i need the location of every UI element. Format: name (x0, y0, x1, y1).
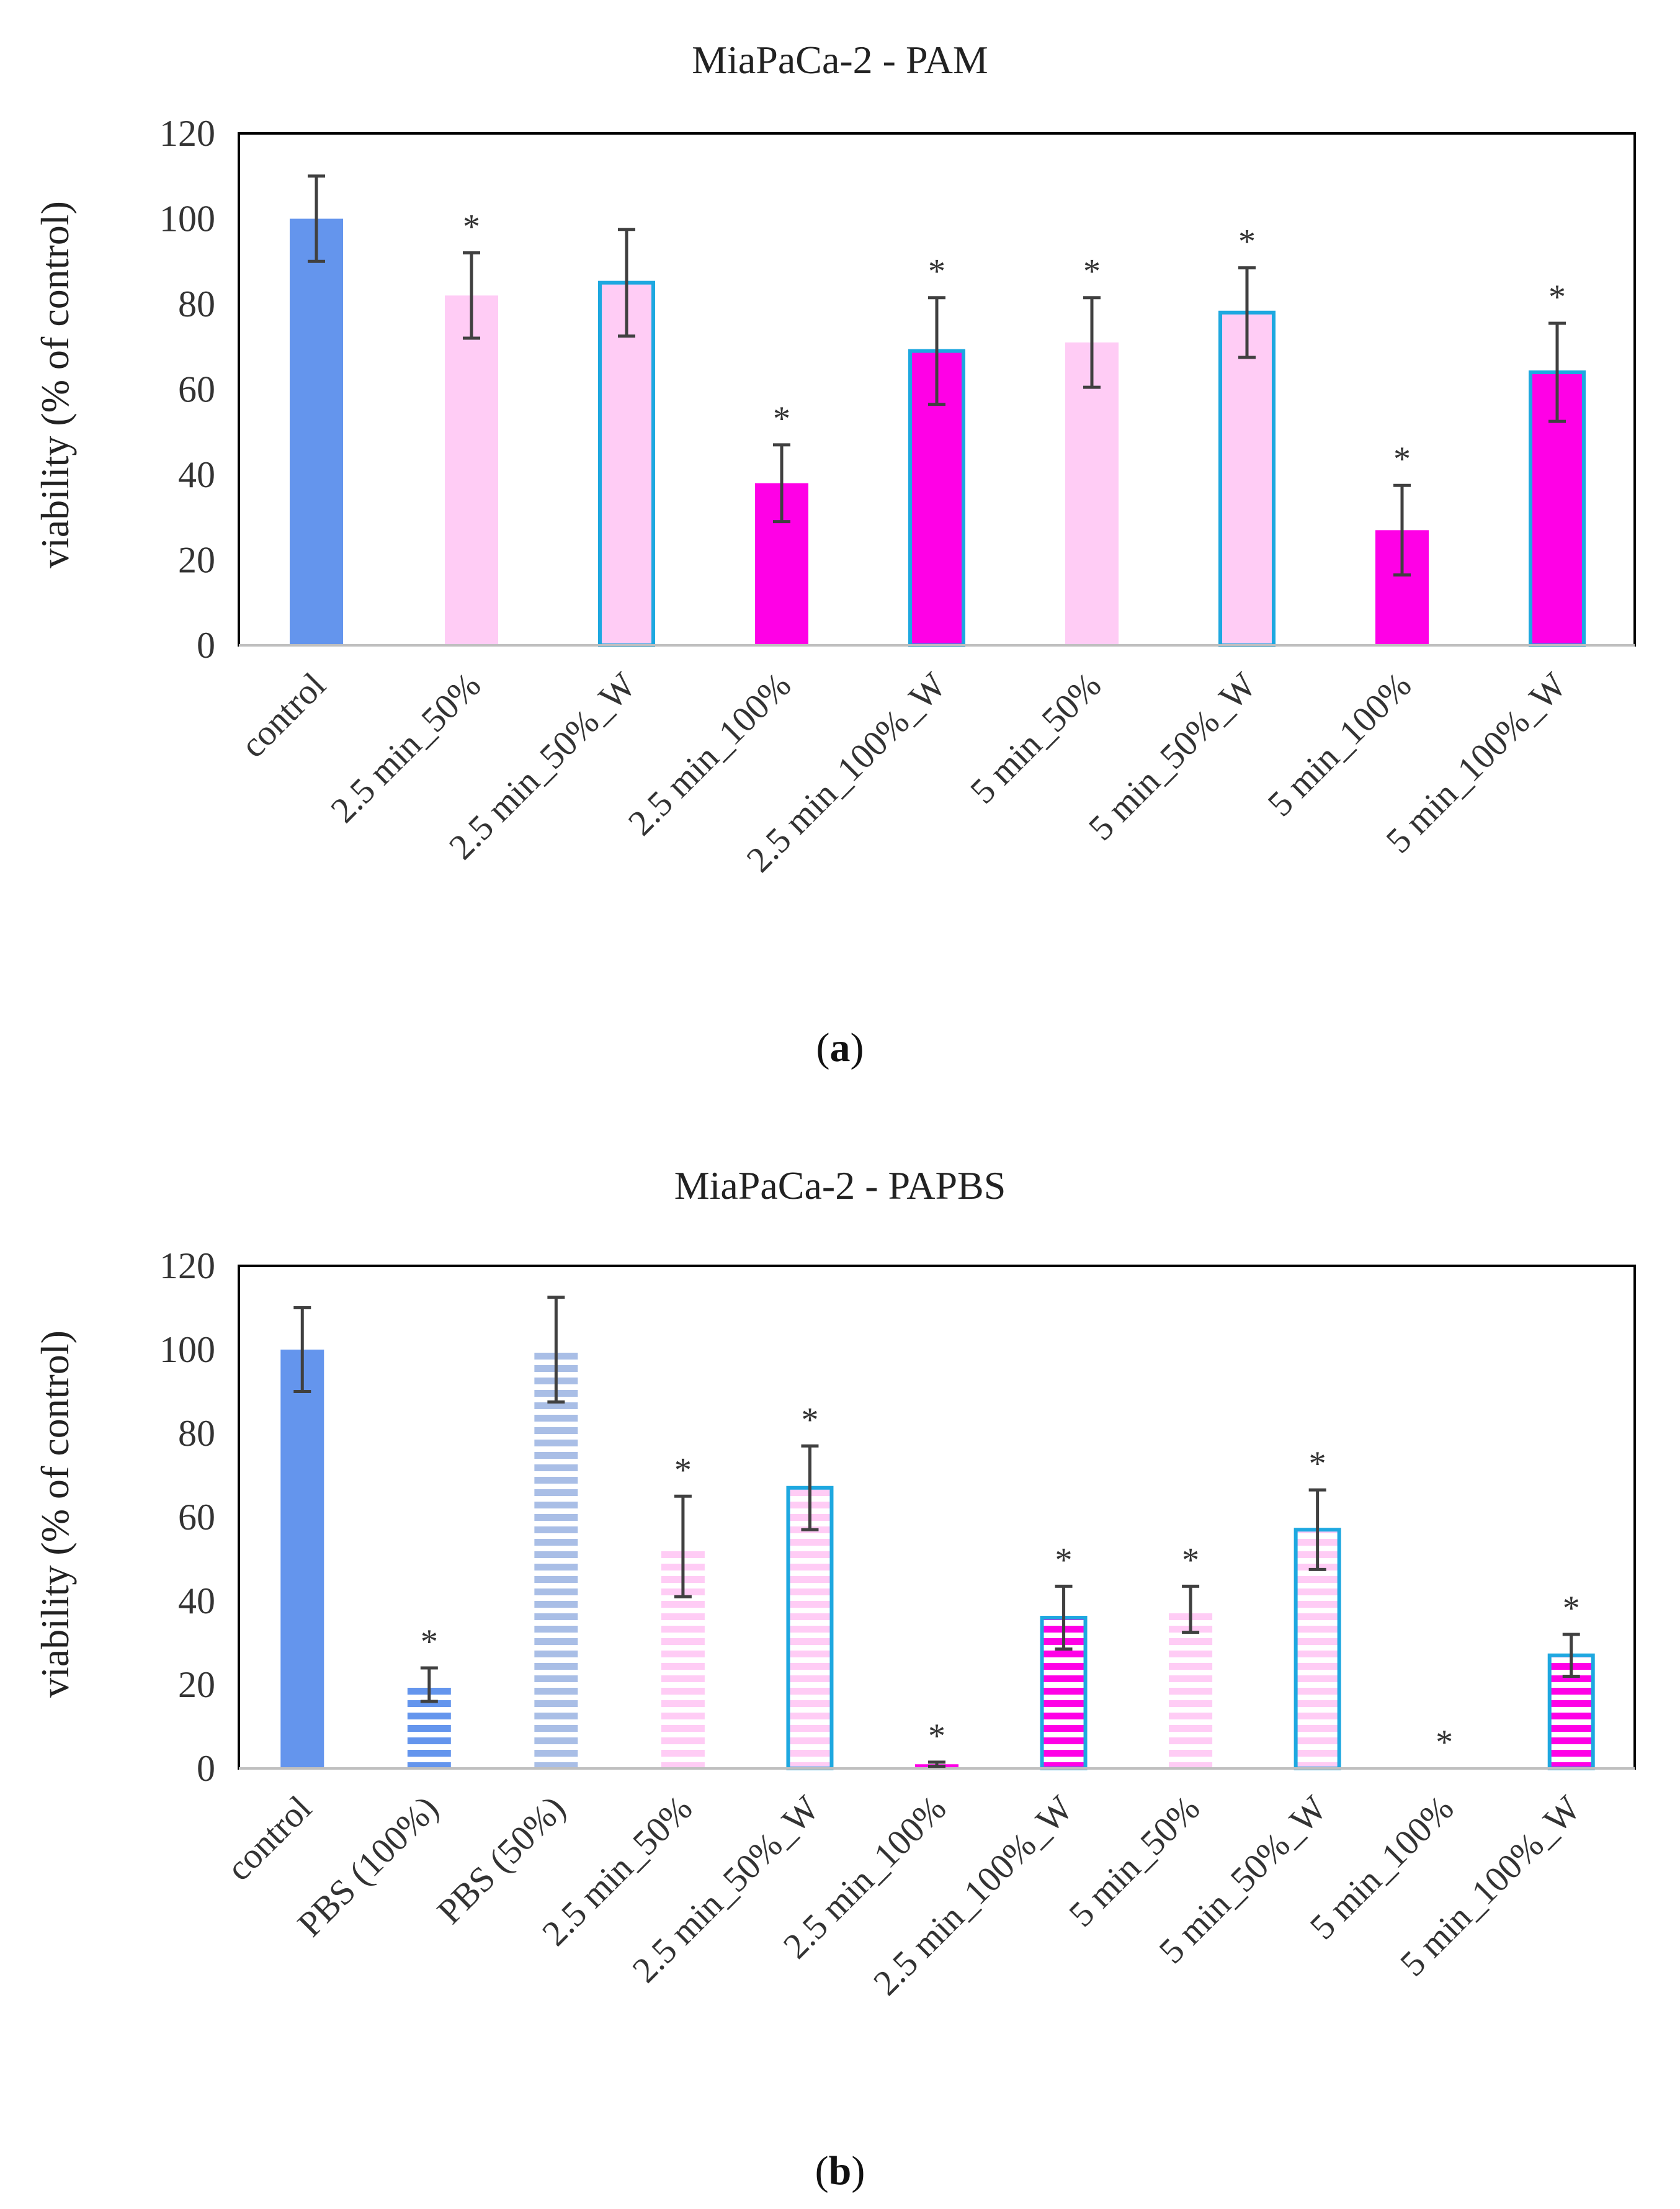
chart-a-bars (290, 218, 1586, 647)
chart-b-significance-1: * (421, 1623, 438, 1661)
chart-a-significance-1: * (463, 208, 480, 246)
chart-b-y-axis-label: viability (% of control) (33, 1330, 77, 1698)
chart-a: MiaPaCa-2 - PAM viability (% of control)… (33, 38, 1636, 1070)
chart-a-y-tick-20: 20 (178, 540, 215, 581)
chart-a-error-bar-6 (1238, 266, 1256, 359)
chart-a-error-bar-8 (1548, 321, 1566, 423)
chart-b-y-tick-20: 20 (178, 1664, 215, 1705)
chart-b-error-bar-0 (293, 1306, 311, 1393)
chart-b-significance-marks: * * * * * * * * * (421, 1400, 1580, 1762)
chart-b-significance-7: * (1182, 1541, 1199, 1579)
chart-a-bar-1 (445, 295, 498, 645)
chart-a-bar-0 (290, 218, 343, 645)
chart-a-y-tick-120: 120 (159, 113, 215, 154)
chart-b-error-bar-1 (420, 1666, 438, 1703)
chart-b-significance-9: * (1436, 1723, 1453, 1762)
chart-a-y-tick-0: 0 (197, 625, 215, 666)
chart-b-error-bar-3 (674, 1494, 692, 1598)
chart-a-error-bar-0 (308, 174, 325, 263)
chart-a-category-label-7: 5 min_100% (1259, 665, 1419, 824)
chart-a-error-bar-1 (463, 251, 480, 340)
chart-a-significance-8: * (1548, 278, 1566, 316)
chart-a-y-tick-80: 80 (178, 284, 215, 325)
chart-b-y-tick-0: 0 (197, 1748, 215, 1789)
chart-b-y-tick-100: 100 (159, 1329, 215, 1370)
chart-b-bar-7 (1169, 1609, 1213, 1768)
chart-b-error-bar-7 (1182, 1584, 1200, 1634)
chart-a-error-bar-4 (928, 296, 945, 406)
chart-b-significance-10: * (1563, 1589, 1580, 1628)
chart-a-error-bar-5 (1083, 296, 1101, 389)
chart-b-error-bar-8 (1308, 1488, 1326, 1571)
chart-a-y-tick-100: 100 (159, 199, 215, 240)
chart-a-y-ticks: 0 20 40 60 80 100 120 (159, 113, 215, 666)
chart-a-error-bar-3 (773, 443, 790, 524)
chart-a-significance-3: * (773, 400, 790, 438)
chart-a-y-tick-40: 40 (178, 454, 215, 495)
chart-a-category-label-6: 5 min_50%_W (1081, 665, 1264, 848)
chart-a-significance-4: * (928, 253, 945, 291)
chart-a-bar-6 (1218, 310, 1276, 647)
chart-b-y-tick-60: 60 (178, 1497, 215, 1538)
chart-a-title: MiaPaCa-2 - PAM (692, 38, 988, 82)
chart-b-y-tick-120: 120 (159, 1245, 215, 1286)
chart-b-caption-letter: b (829, 2148, 852, 2193)
chart-a-error-bar-2 (618, 228, 635, 338)
chart-b-error-bar-10 (1562, 1633, 1580, 1678)
chart-a-caption: (a) (816, 1025, 864, 1070)
chart-a-significance-7: * (1393, 440, 1411, 478)
chart-b-error-bar-6 (1055, 1584, 1073, 1651)
chart-a-category-label-3: 2.5 min_100% (620, 665, 798, 843)
chart-b-title: MiaPaCa-2 - PAPBS (674, 1163, 1006, 1208)
chart-b-significance-5: * (928, 1717, 945, 1755)
chart-b-error-bar-2 (547, 1296, 565, 1404)
chart-a-category-label-1: 2.5 min_50% (323, 665, 488, 830)
chart-a-caption-letter: a (830, 1025, 851, 1070)
chart-b-significance-4: * (801, 1400, 818, 1439)
chart-b-significance-8: * (1309, 1445, 1326, 1483)
chart-a-y-axis-label: viability (% of control) (33, 201, 77, 568)
chart-a-bar-5 (1065, 342, 1119, 645)
chart-b-error-bars (293, 1296, 1580, 1768)
chart-b-category-label-0: control (218, 1788, 319, 1888)
chart-b-error-bar-4 (801, 1444, 819, 1531)
chart-a-significance-6: * (1238, 223, 1256, 261)
chart-b-y-tick-80: 80 (178, 1413, 215, 1454)
chart-b-bar-2 (534, 1350, 578, 1768)
chart-b-y-tick-40: 40 (178, 1580, 215, 1621)
chart-b-significance-6: * (1055, 1541, 1073, 1579)
chart-b-error-bar-5 (928, 1760, 945, 1768)
chart-a-error-bar-7 (1393, 483, 1411, 577)
chart-a-significance-marks: * * * * * * * (463, 208, 1566, 479)
chart-a-y-tick-60: 60 (178, 369, 215, 410)
chart-a-category-label-5: 5 min_50% (962, 665, 1109, 811)
chart-b-bars (280, 1350, 1595, 1770)
chart-b-y-ticks: 0 20 40 60 80 100 120 (159, 1245, 215, 1789)
chart-a-category-label-0: control (233, 665, 333, 765)
chart-a-significance-5: * (1083, 253, 1101, 291)
chart-b-bar-0 (280, 1350, 324, 1768)
chart-b-significance-3: * (674, 1451, 692, 1489)
chart-b-caption: (b) (815, 2148, 865, 2193)
chart-a-error-bars (308, 174, 1566, 577)
chart-b: MiaPaCa-2 - PAPBS viability (% of contro… (33, 1163, 1636, 2193)
